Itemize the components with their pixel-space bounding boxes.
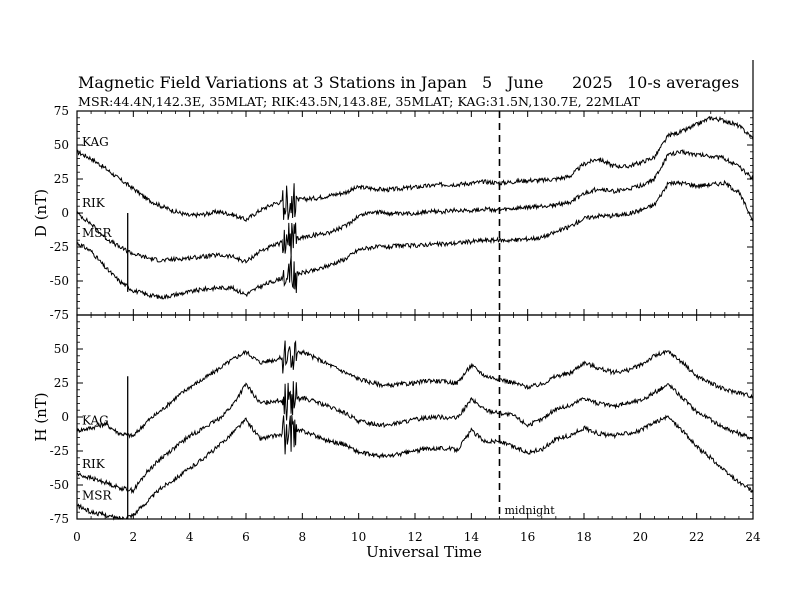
x-tick-label: 20	[633, 530, 648, 544]
series-label-msr: MSR	[82, 226, 113, 240]
series-label-kag: KAG	[82, 414, 109, 428]
y-tick-label: 0	[61, 410, 69, 424]
date-month: June	[505, 73, 544, 92]
series-line-kag	[76, 340, 754, 439]
series-label-kag: KAG	[82, 135, 109, 149]
y-axis-title: H (nT)	[32, 392, 50, 441]
y-tick-label: -50	[50, 274, 69, 288]
y-tick-label: 25	[54, 172, 69, 186]
series-label-rik: RIK	[82, 196, 106, 210]
y-tick-label: -50	[50, 478, 69, 492]
series-label-rik: RIK	[82, 457, 106, 471]
y-tick-label: 50	[54, 138, 69, 152]
series-label-msr: MSR	[82, 488, 113, 502]
series-line-msr	[76, 179, 754, 300]
x-tick-label: 24	[745, 530, 761, 544]
midnight-annotation: midnight	[505, 504, 556, 517]
x-tick-label: 2	[130, 530, 138, 544]
y-tick-label: 25	[54, 376, 69, 390]
x-axis-title: Universal Time	[366, 543, 482, 561]
series-line-kag	[76, 115, 754, 223]
y-tick-label: 50	[54, 342, 69, 356]
x-tick-label: 22	[689, 530, 704, 544]
x-tick-label: 16	[520, 530, 535, 544]
stations-line: MSR:44.4N,142.3E, 35MLAT; RIK:43.5N,143.…	[78, 95, 640, 109]
x-tick-label: 12	[407, 530, 422, 544]
x-tick-label: 14	[464, 530, 480, 544]
x-tick-label: 4	[186, 530, 194, 544]
panel-frame	[76, 314, 754, 520]
x-tick-label: 0	[73, 530, 81, 544]
averaging-label: 10-s averages	[627, 73, 739, 92]
series-line-msr	[76, 414, 754, 521]
date-day: 5	[482, 73, 492, 92]
x-tick-label: 10	[351, 530, 366, 544]
series-line-rik	[76, 149, 754, 264]
y-tick-label: 0	[61, 206, 69, 220]
y-axis-title: D (nT)	[32, 189, 50, 237]
x-tick-label: 8	[299, 530, 307, 544]
y-tick-label: 75	[54, 104, 69, 118]
series-line-rik	[76, 381, 754, 495]
x-tick-label: 18	[576, 530, 591, 544]
y-tick-label: -75	[50, 308, 69, 322]
y-tick-label: -75	[50, 512, 69, 526]
date-year: 2025	[572, 73, 613, 92]
chart-title: Magnetic Field Variations at 3 Stations …	[78, 73, 467, 92]
y-tick-label: -25	[50, 444, 69, 458]
x-tick-label: 6	[242, 530, 250, 544]
y-tick-label: -25	[50, 240, 69, 254]
